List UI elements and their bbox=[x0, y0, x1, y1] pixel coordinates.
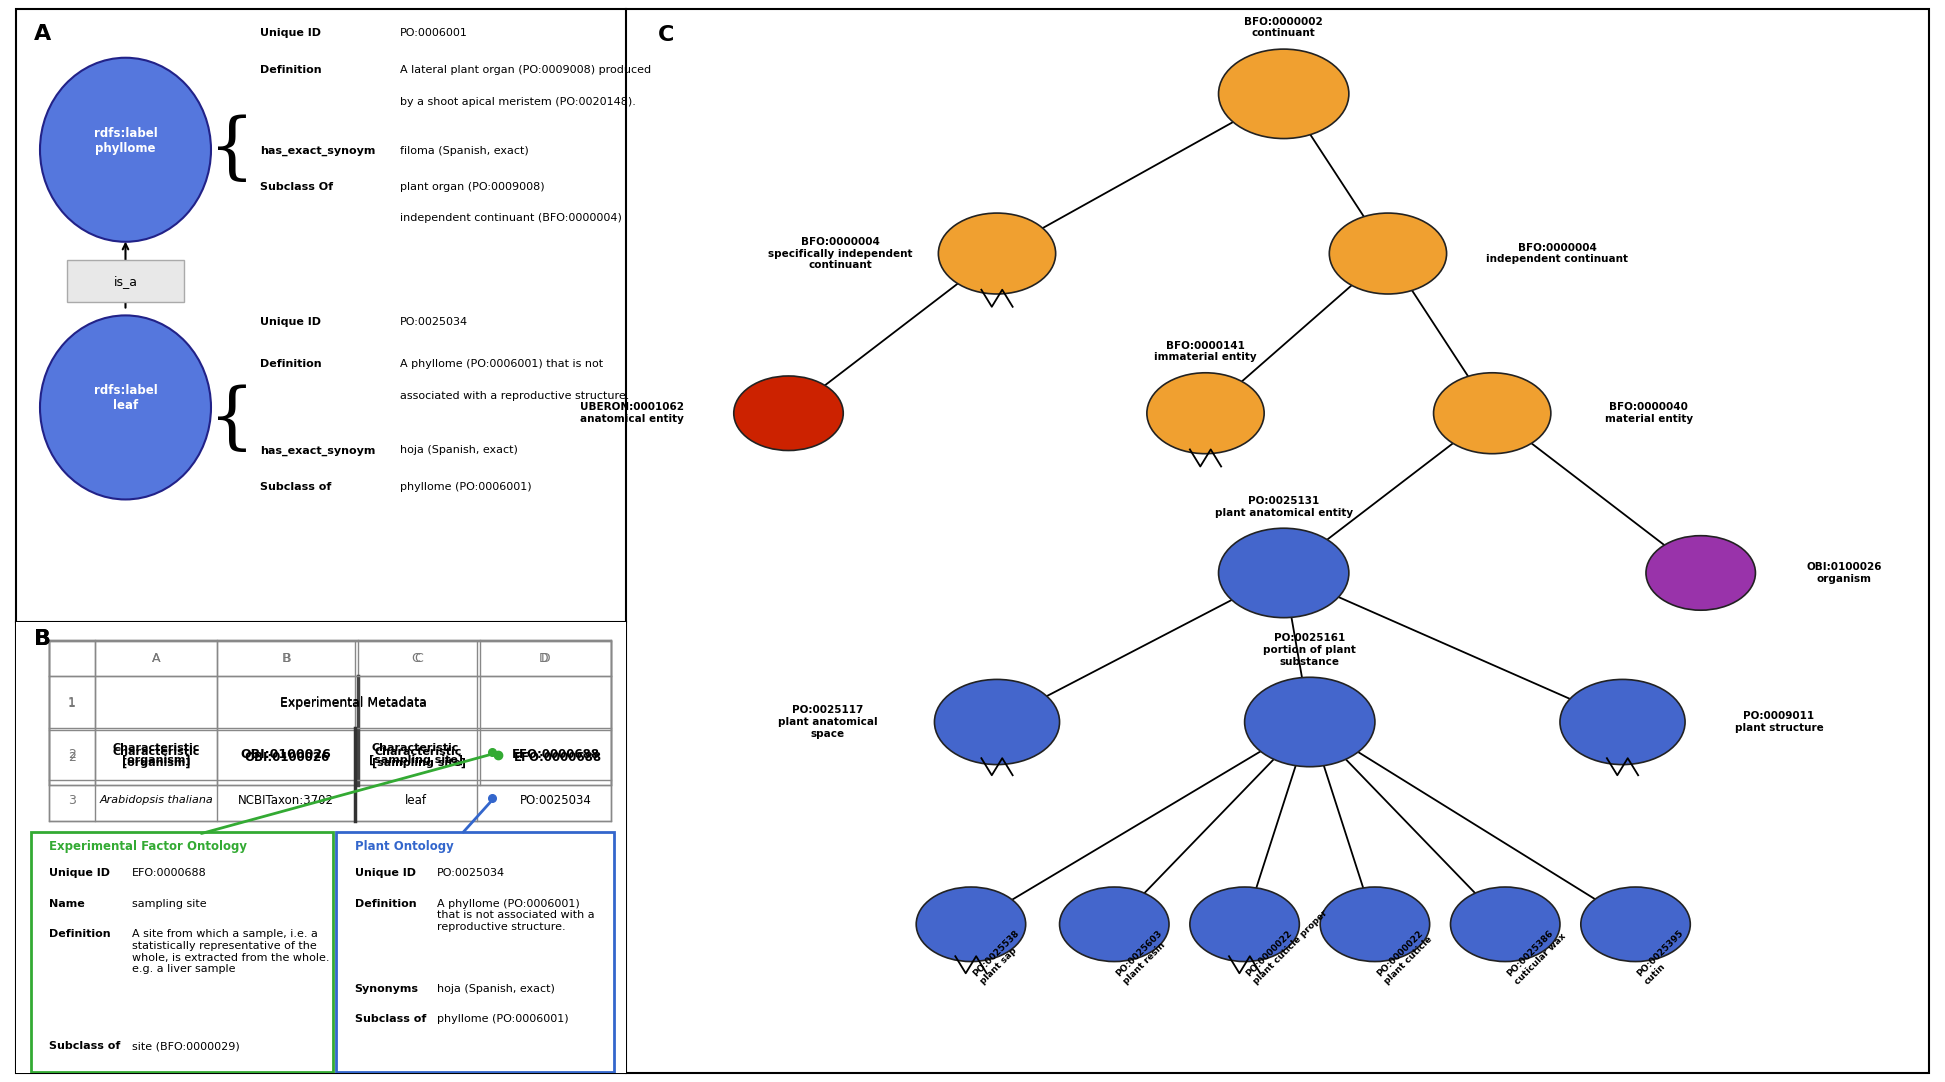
Text: BFO:0000004
specifically independent
continuant: BFO:0000004 specifically independent con… bbox=[768, 237, 912, 270]
Ellipse shape bbox=[916, 887, 1025, 962]
Text: phyllome (PO:0006001): phyllome (PO:0006001) bbox=[401, 483, 531, 492]
Text: A: A bbox=[152, 651, 159, 664]
Text: A lateral plant organ (PO:0009008) produced: A lateral plant organ (PO:0009008) produ… bbox=[401, 65, 652, 75]
Text: EFO:0000688: EFO:0000688 bbox=[512, 748, 601, 761]
Text: Unique ID: Unique ID bbox=[354, 868, 416, 879]
Text: Experimental Metadata: Experimental Metadata bbox=[280, 697, 426, 710]
Text: EFO:0000688: EFO:0000688 bbox=[513, 751, 601, 764]
Ellipse shape bbox=[1321, 887, 1430, 962]
FancyBboxPatch shape bbox=[68, 260, 183, 302]
Text: B: B bbox=[33, 629, 51, 649]
Text: Name: Name bbox=[49, 899, 86, 909]
Ellipse shape bbox=[934, 679, 1060, 765]
FancyBboxPatch shape bbox=[31, 832, 333, 1072]
Text: Experimental Factor Ontology: Experimental Factor Ontology bbox=[49, 840, 247, 853]
Text: PO:0025034: PO:0025034 bbox=[438, 868, 506, 879]
Text: A site from which a sample, i.e. a
statistically representative of the
whole, is: A site from which a sample, i.e. a stati… bbox=[132, 929, 329, 974]
Bar bbox=[49, 641, 611, 784]
Text: A phyllome (PO:0006001)
that is not associated with a
reproductive structure.: A phyllome (PO:0006001) that is not asso… bbox=[438, 899, 595, 932]
Text: Characteristic
[sampling site]: Characteristic [sampling site] bbox=[371, 747, 465, 768]
Text: B: B bbox=[33, 629, 51, 649]
Text: A: A bbox=[152, 652, 159, 665]
Text: C: C bbox=[657, 25, 675, 44]
Text: D: D bbox=[541, 651, 550, 664]
Text: Unique ID: Unique ID bbox=[49, 868, 111, 879]
Text: PO:0025034: PO:0025034 bbox=[401, 317, 469, 327]
Ellipse shape bbox=[1190, 887, 1299, 962]
Text: independent continuant (BFO:0000004): independent continuant (BFO:0000004) bbox=[401, 213, 622, 224]
Ellipse shape bbox=[41, 57, 210, 241]
Ellipse shape bbox=[1560, 679, 1684, 765]
Text: PO:0025395
cutin: PO:0025395 cutin bbox=[1636, 928, 1692, 986]
Text: BFO:0000002
continuant: BFO:0000002 continuant bbox=[1245, 17, 1323, 39]
Text: 1: 1 bbox=[68, 696, 76, 709]
Text: Synonyms: Synonyms bbox=[354, 984, 418, 993]
Ellipse shape bbox=[1218, 528, 1350, 618]
Text: site (BFO:0000029): site (BFO:0000029) bbox=[132, 1041, 239, 1052]
Text: PO:0006001: PO:0006001 bbox=[401, 28, 469, 38]
Ellipse shape bbox=[1645, 536, 1756, 610]
Ellipse shape bbox=[1581, 887, 1690, 962]
Text: C: C bbox=[414, 651, 422, 664]
Text: associated with a reproductive structure.: associated with a reproductive structure… bbox=[401, 392, 630, 401]
Text: Experimental Metadata: Experimental Metadata bbox=[280, 696, 426, 709]
Text: Definition: Definition bbox=[261, 65, 321, 75]
Text: BFO:0000040
material entity: BFO:0000040 material entity bbox=[1605, 403, 1692, 424]
Text: NCBITaxon:3702: NCBITaxon:3702 bbox=[237, 794, 335, 807]
Text: PO:0025161
portion of plant
substance: PO:0025161 portion of plant substance bbox=[1264, 633, 1356, 667]
Text: UBERON:0001062
anatomical entity: UBERON:0001062 anatomical entity bbox=[580, 403, 685, 424]
Text: Definition: Definition bbox=[354, 899, 416, 909]
Text: Subclass of: Subclass of bbox=[354, 1014, 426, 1025]
Text: phyllome (PO:0006001): phyllome (PO:0006001) bbox=[438, 1014, 568, 1025]
Text: OBI:0100026: OBI:0100026 bbox=[245, 751, 331, 764]
Text: Characteristic
[organism]: Characteristic [organism] bbox=[113, 743, 200, 765]
Bar bbox=[49, 642, 611, 820]
Text: sampling site: sampling site bbox=[132, 899, 206, 909]
Ellipse shape bbox=[1451, 887, 1560, 962]
Ellipse shape bbox=[1060, 887, 1169, 962]
Ellipse shape bbox=[1148, 373, 1264, 453]
Text: PO:0025538
plant sap: PO:0025538 plant sap bbox=[971, 928, 1029, 986]
Text: Unique ID: Unique ID bbox=[261, 317, 321, 327]
Text: 2: 2 bbox=[68, 748, 76, 761]
Text: PO:0025603
plant resin: PO:0025603 plant resin bbox=[1114, 928, 1171, 986]
Text: PO:0025117
plant anatomical
space: PO:0025117 plant anatomical space bbox=[778, 705, 877, 739]
Text: BFO:0000004
independent continuant: BFO:0000004 independent continuant bbox=[1486, 242, 1628, 264]
Text: Subclass of: Subclass of bbox=[49, 1041, 121, 1052]
Ellipse shape bbox=[41, 316, 210, 500]
Text: PO:0025034: PO:0025034 bbox=[519, 794, 591, 807]
Text: hoja (Spanish, exact): hoja (Spanish, exact) bbox=[438, 984, 554, 993]
Text: PO:0025131
plant anatomical entity: PO:0025131 plant anatomical entity bbox=[1214, 496, 1354, 517]
Text: 2: 2 bbox=[68, 751, 76, 764]
Text: Subclass Of: Subclass Of bbox=[261, 182, 333, 192]
Text: B: B bbox=[282, 652, 290, 665]
Text: A phyllome (PO:0006001) that is not: A phyllome (PO:0006001) that is not bbox=[401, 359, 603, 369]
Text: Subclass of: Subclass of bbox=[261, 483, 331, 492]
Ellipse shape bbox=[1328, 213, 1447, 294]
Text: BFO:0000141
immaterial entity: BFO:0000141 immaterial entity bbox=[1153, 341, 1256, 362]
Text: by a shoot apical meristem (PO:0020148).: by a shoot apical meristem (PO:0020148). bbox=[401, 97, 636, 107]
Text: filoma (Spanish, exact): filoma (Spanish, exact) bbox=[401, 146, 529, 156]
Ellipse shape bbox=[1433, 373, 1550, 453]
Text: rdfs:label
leaf: rdfs:label leaf bbox=[93, 384, 158, 412]
Ellipse shape bbox=[733, 375, 844, 450]
Text: 3: 3 bbox=[68, 794, 76, 807]
Text: Unique ID: Unique ID bbox=[261, 28, 321, 38]
Ellipse shape bbox=[937, 213, 1056, 294]
Text: Arabidopsis thaliana: Arabidopsis thaliana bbox=[99, 795, 212, 805]
Text: leaf: leaf bbox=[405, 794, 426, 807]
Text: is_a: is_a bbox=[113, 275, 138, 288]
Text: PO:0000022
plant cuticle proper: PO:0000022 plant cuticle proper bbox=[1245, 901, 1330, 986]
Text: {: { bbox=[210, 115, 255, 185]
Text: Definition: Definition bbox=[49, 929, 111, 939]
Text: has_exact_synoym: has_exact_synoym bbox=[261, 445, 375, 456]
Text: Characteristic
[sampling site]: Characteristic [sampling site] bbox=[370, 743, 463, 765]
Text: C: C bbox=[410, 652, 420, 665]
Text: 1: 1 bbox=[68, 697, 76, 710]
Text: Definition: Definition bbox=[261, 359, 321, 369]
Text: OBI:0100026
organism: OBI:0100026 organism bbox=[1807, 563, 1883, 584]
FancyBboxPatch shape bbox=[336, 832, 615, 1072]
Text: B: B bbox=[284, 651, 292, 664]
Text: D: D bbox=[539, 652, 548, 665]
Text: OBI:0100026: OBI:0100026 bbox=[241, 748, 331, 761]
